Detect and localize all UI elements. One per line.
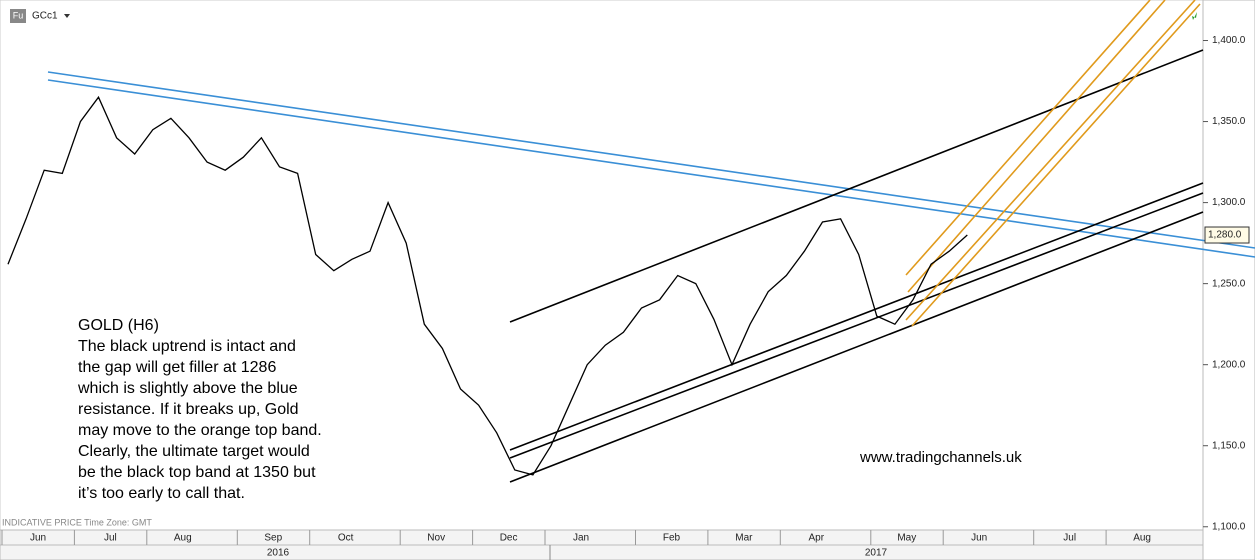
- annotation-line: may move to the orange top band.: [78, 422, 322, 439]
- annotation-line: Clearly, the ultimate target would: [78, 443, 310, 460]
- x-tick-label: Mar: [735, 533, 753, 544]
- black-channel: [509, 182, 1204, 451]
- x-tick-label: Sep: [264, 533, 282, 544]
- x-tick-label: Apr: [809, 533, 825, 544]
- annotation-line: GOLD (H6): [78, 317, 159, 334]
- orange-band: [905, 0, 1196, 321]
- black-channel: [509, 49, 1204, 323]
- x-tick-label: Dec: [500, 533, 518, 544]
- y-tick-label: 1,400.0: [1212, 35, 1246, 46]
- orange-band: [911, 3, 1201, 327]
- price-line: [7, 95, 968, 476]
- y-tick-label: 1,100.0: [1212, 521, 1246, 532]
- x-tick-label: Jun: [30, 533, 46, 544]
- y-tick-label: 1,350.0: [1212, 116, 1246, 127]
- y-axis-panel: [1202, 0, 1255, 560]
- x-tick-label: Aug: [1133, 533, 1151, 544]
- plot-area: [0, 0, 1204, 531]
- y-tick-label: 1,300.0: [1212, 197, 1246, 208]
- x-tick-label: Jul: [104, 533, 117, 544]
- symbol: GCc1: [32, 11, 58, 22]
- y-tick-label: 1,250.0: [1212, 278, 1246, 289]
- trendlines: [47, 0, 1255, 483]
- x-tick-label: May: [897, 533, 916, 544]
- year-label: 2016: [267, 548, 290, 559]
- dropdown[interactable]: [64, 14, 70, 18]
- blue-resistance: [47, 79, 1255, 258]
- badge: [10, 9, 26, 23]
- last-price-box: [1204, 226, 1250, 244]
- x-tick-label: Oct: [338, 533, 354, 544]
- annotation-line: it’s too early to call that.: [78, 485, 245, 502]
- x-tick-label: Feb: [663, 533, 681, 544]
- x-tick-label: Jul: [1063, 533, 1076, 544]
- blue-resistance: [47, 71, 1255, 249]
- orange-band: [907, 0, 1166, 293]
- footer: INDICATIVE PRICE Time Zone: GMT: [2, 517, 152, 527]
- watermark: www.tradingchannels.uk: [859, 449, 1022, 466]
- annotation-line: be the black top band at 1350 but: [78, 464, 316, 481]
- live-icon: [1186, 12, 1197, 22]
- y-tick-label: 1,150.0: [1212, 440, 1246, 451]
- annotation-line: The black uptrend is intact and: [78, 338, 296, 355]
- black-channel: [509, 211, 1204, 483]
- annotation-line: resistance. If it breaks up, Gold: [78, 401, 299, 418]
- x-tick-label: Nov: [427, 533, 445, 544]
- y-tick-label: 1,200.0: [1212, 359, 1246, 370]
- black-channel: [509, 192, 1204, 459]
- last-price-label: 1,280.0: [1208, 230, 1242, 241]
- orange-band: [905, 0, 1151, 276]
- x-tick-label: Aug: [174, 533, 192, 544]
- year-label: 2017: [865, 548, 888, 559]
- annotation-line: which is slightly above the blue: [77, 380, 298, 397]
- annotation-line: the gap will get filler at 1286: [78, 359, 276, 376]
- x-tick-label: Jun: [971, 533, 987, 544]
- x-tick-label: Jan: [573, 533, 589, 544]
- badge-text: Fu: [13, 10, 24, 20]
